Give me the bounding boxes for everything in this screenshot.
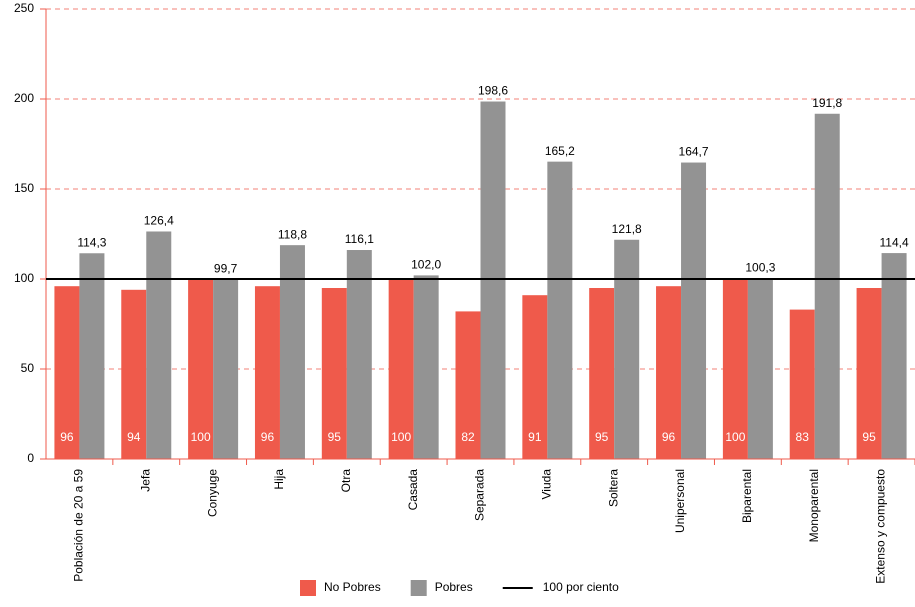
value-label: 116,1: [345, 232, 374, 246]
value-label: 100: [725, 430, 745, 444]
value-label: 96: [261, 430, 275, 444]
bar: [254, 286, 280, 459]
x-tick-label: Jefa: [138, 469, 152, 492]
x-tick-label: Conyuge: [205, 469, 219, 517]
value-label: 100,3: [745, 261, 775, 275]
x-tick-label: Biparental: [740, 469, 754, 523]
bar: [856, 288, 882, 459]
x-tick-label: Hija: [272, 469, 286, 490]
legend-label: 100 por ciento: [543, 580, 619, 594]
value-label: 126,4: [144, 214, 174, 228]
x-tick-label: Casada: [406, 469, 420, 511]
x-tick-label: Separada: [473, 469, 487, 521]
bar: [54, 286, 80, 459]
value-label: 102,0: [411, 258, 441, 272]
bar: [656, 286, 682, 459]
x-tick-label: Extenso y compuesto: [874, 469, 888, 584]
y-tick-label: 50: [21, 361, 35, 375]
value-label: 191,8: [812, 96, 842, 110]
bar: [522, 295, 548, 459]
bar: [547, 161, 573, 459]
value-label: 95: [862, 430, 876, 444]
bar: [881, 253, 907, 459]
bar: [747, 278, 773, 459]
y-tick-label: 200: [14, 91, 34, 105]
value-label: 114,3: [77, 235, 106, 249]
value-label: 165,2: [545, 144, 575, 158]
legend-label: Pobres: [435, 580, 473, 594]
x-tick-label: Monoparental: [807, 469, 821, 542]
x-tick-label: Población de 20 a 59: [72, 469, 86, 582]
bar: [614, 239, 640, 459]
y-tick-label: 0: [27, 451, 34, 465]
value-label: 121,8: [612, 222, 642, 236]
value-label: 91: [528, 430, 542, 444]
x-tick-label: Otra: [339, 469, 353, 493]
value-label: 83: [796, 430, 810, 444]
x-tick-label: Unipersonal: [673, 469, 687, 533]
value-label: 96: [60, 430, 74, 444]
value-label: 164,7: [679, 145, 709, 159]
value-label: 198,6: [478, 84, 508, 98]
bar: [413, 275, 439, 459]
value-label: 95: [595, 430, 609, 444]
y-tick-label: 150: [14, 181, 34, 195]
bar: [388, 279, 414, 459]
bar: [213, 279, 239, 459]
bar: [146, 231, 172, 459]
bar: [188, 279, 214, 459]
bar: [589, 288, 615, 459]
bar: [722, 279, 748, 459]
bar: [455, 311, 481, 459]
bar: [321, 288, 347, 459]
legend-swatch: [300, 580, 316, 596]
value-label: 118,8: [278, 227, 307, 241]
value-label: 100: [191, 430, 211, 444]
value-label: 95: [328, 430, 342, 444]
value-label: 114,4: [880, 235, 909, 249]
bar: [681, 162, 707, 460]
bar: [346, 250, 372, 459]
bar: [121, 289, 147, 459]
legend-label: No Pobres: [324, 580, 381, 594]
legend-swatch: [410, 580, 427, 596]
bar: [789, 309, 815, 459]
bar: [279, 245, 305, 459]
bar: [79, 253, 105, 459]
x-tick-label: Soltera: [606, 469, 620, 507]
bar: [480, 101, 506, 460]
value-label: 100: [391, 430, 411, 444]
value-label: 96: [662, 430, 676, 444]
value-label: 82: [461, 430, 475, 444]
value-label: 99,7: [214, 262, 238, 276]
value-label: 94: [127, 430, 141, 444]
y-tick-label: 250: [14, 1, 34, 15]
bar: [814, 113, 840, 459]
x-tick-label: Viuda: [540, 469, 554, 500]
y-tick-label: 100: [14, 271, 34, 285]
